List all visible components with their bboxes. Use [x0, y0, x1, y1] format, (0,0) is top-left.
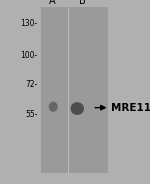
Text: 130-: 130- [20, 20, 38, 28]
Text: 72-: 72- [25, 80, 38, 89]
Text: MRE11: MRE11 [111, 103, 150, 113]
Text: 55-: 55- [25, 110, 38, 118]
FancyBboxPatch shape [40, 7, 108, 173]
Text: B: B [79, 0, 86, 6]
Ellipse shape [70, 102, 84, 115]
Text: A: A [49, 0, 56, 6]
Ellipse shape [49, 102, 58, 112]
Text: 100-: 100- [20, 51, 38, 60]
